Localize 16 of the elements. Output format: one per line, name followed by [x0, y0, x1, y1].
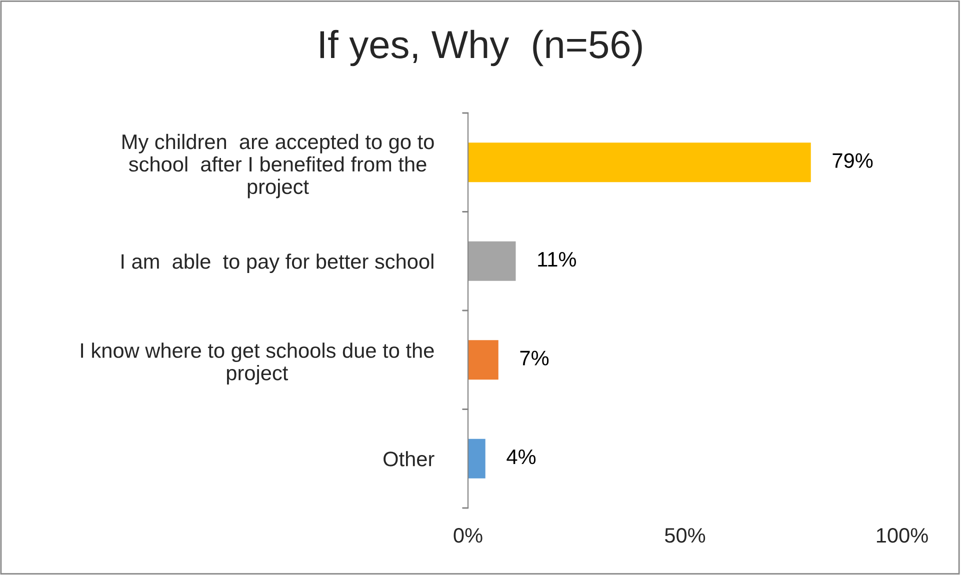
- y-tick-label: My children are accepted to go to school after I benefited from the project: [122, 134, 434, 198]
- bar: [468, 142, 811, 182]
- data-label: 11%: [538, 252, 576, 267]
- y-tick-label: I am able to pay for better school: [122, 254, 434, 273]
- bar: [468, 438, 486, 478]
- y-tick-label: Other: [384, 451, 434, 466]
- bar: [468, 340, 498, 380]
- data-label: 7%: [520, 350, 549, 366]
- x-tick-label: 0%: [454, 528, 482, 543]
- data-label: 4%: [506, 450, 536, 464]
- y-tick-label: I know where to get schools due to the project: [81, 342, 434, 384]
- bar: [468, 241, 516, 281]
- data-label: 79%: [832, 153, 873, 168]
- chart-title: If yes, Why (n=56): [320, 30, 642, 66]
- x-tick-label: 50%: [664, 528, 706, 543]
- x-tick-label: 100%: [876, 528, 928, 543]
